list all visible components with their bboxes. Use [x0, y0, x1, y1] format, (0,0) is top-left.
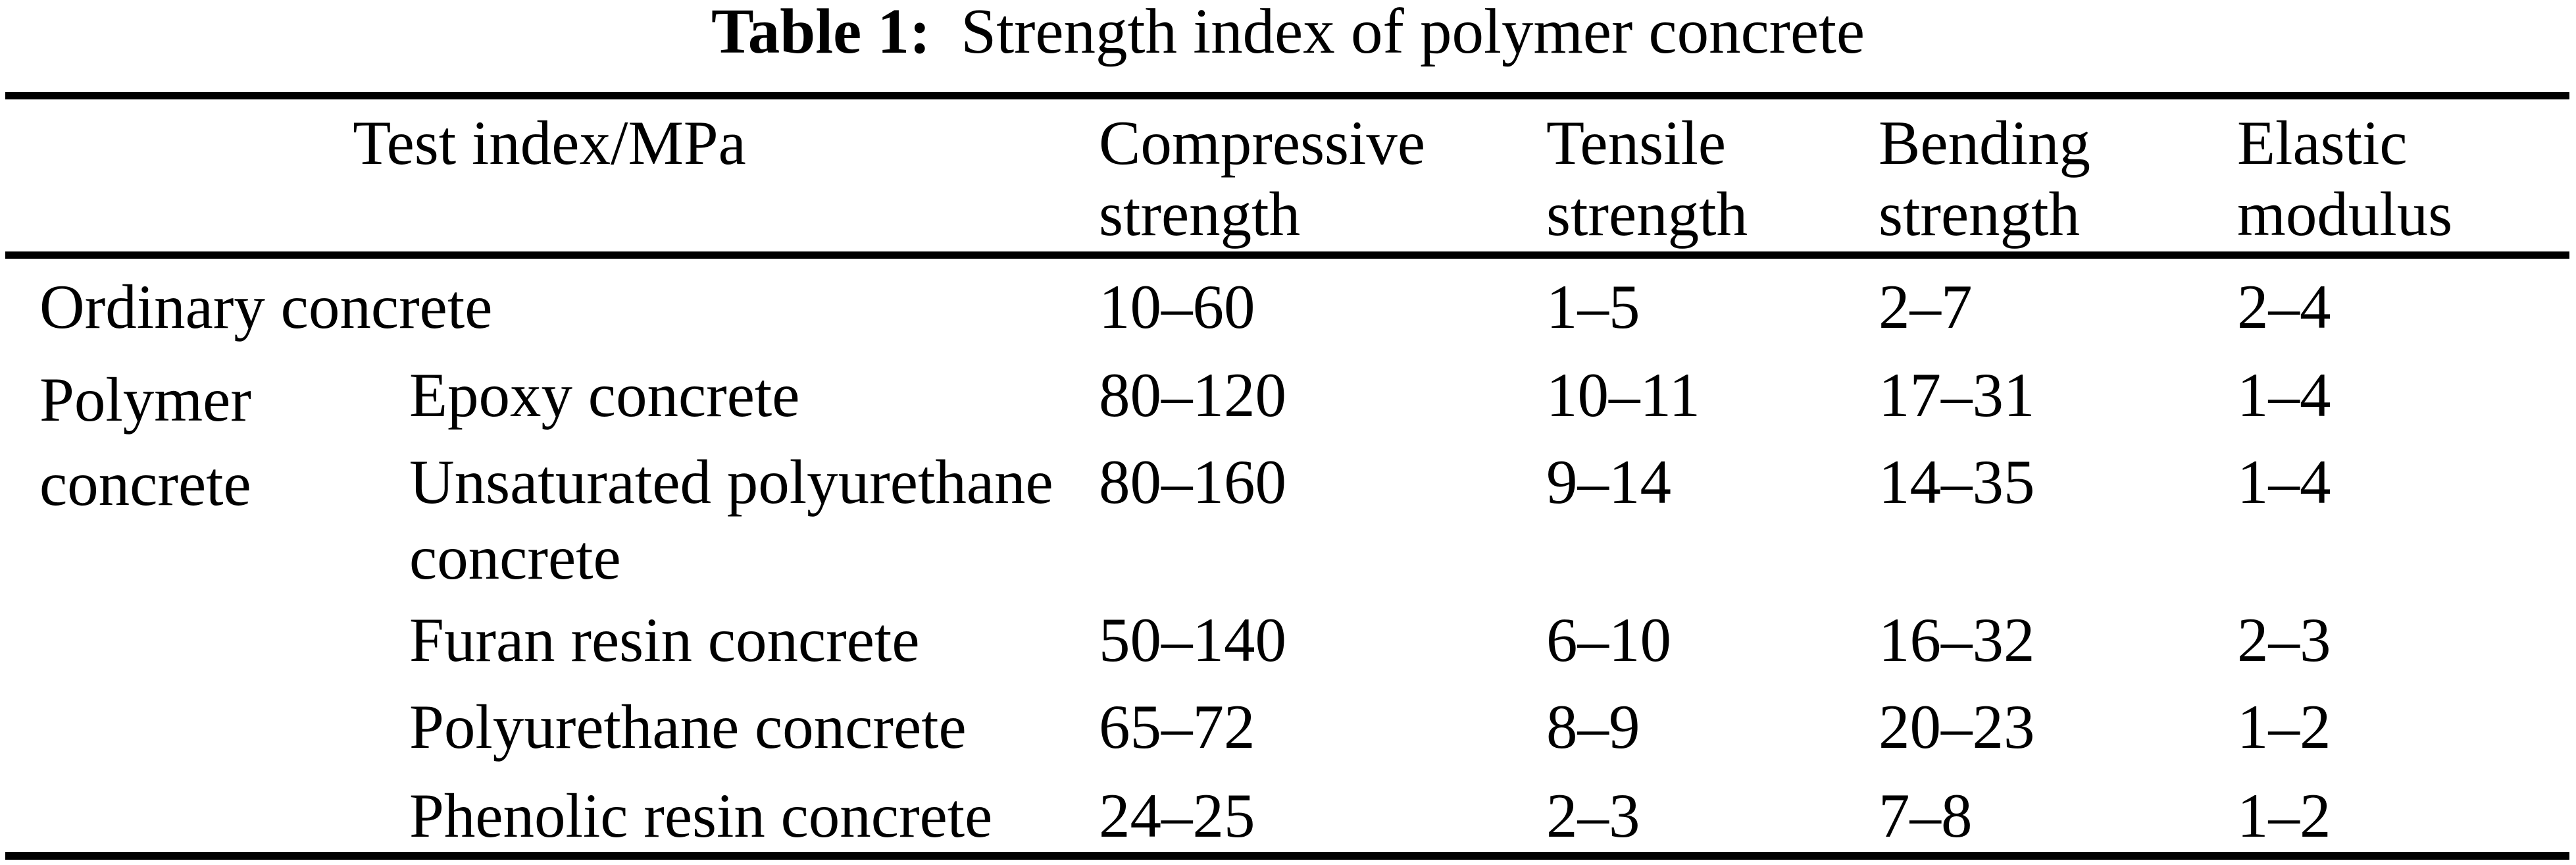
cell-furan-bending: 16–32	[1879, 605, 2035, 675]
cell-polyurethane-bending: 20–23	[1879, 692, 2035, 762]
cell-phenolic-bending: 7–8	[1879, 781, 1973, 851]
strength-table-body: Ordinary concrete 10–60 1–5 2–7 2–4 Poly…	[0, 259, 2576, 854]
table-row: Ordinary concrete 10–60 1–5 2–7 2–4	[0, 259, 2576, 351]
cell-polyurethane-tensile: 8–9	[1546, 692, 1640, 762]
group-label-polymer-concrete: Polymer concrete	[39, 365, 251, 519]
cell-epoxy-compressive: 80–120	[1099, 360, 1287, 430]
cell-unsaturated-elastic: 1–4	[2237, 447, 2331, 517]
header-rule	[5, 251, 2569, 259]
row-label-polyurethane-concrete: Polyurethane concrete	[409, 692, 967, 762]
table-caption-number: Table 1:	[711, 0, 931, 66]
cell-ordinary-compressive: 10–60	[1099, 272, 1255, 342]
cell-ordinary-elastic: 2–4	[2237, 272, 2331, 342]
cell-unsaturated-tensile: 9–14	[1546, 447, 1672, 517]
row-label-epoxy-concrete: Epoxy concrete	[409, 360, 800, 430]
table-row: Polyurethane concrete 65–72 8–9 20–23 1–…	[0, 683, 2576, 772]
cell-furan-tensile: 6–10	[1546, 605, 1672, 675]
header-cell-compressive-strength: Compressive strength	[1099, 108, 1426, 249]
cell-unsaturated-bending: 14–35	[1879, 447, 2035, 517]
cell-phenolic-tensile: 2–3	[1546, 781, 1640, 851]
cell-ordinary-tensile: 1–5	[1546, 272, 1640, 342]
cell-phenolic-elastic: 1–2	[2237, 781, 2331, 851]
header-cell-elastic-modulus: Elastic modulus	[2237, 108, 2453, 249]
header-cell-tensile-strength: Tensile strength	[1546, 108, 1748, 249]
cell-ordinary-bending: 2–7	[1879, 272, 1973, 342]
table-row: Phenolic resin concrete 24–25 2–3 7–8 1–…	[0, 772, 2576, 854]
header-cell-bending-strength: Bending strength	[1879, 108, 2090, 249]
header-cell-test-index: Test index/MPa	[353, 108, 746, 178]
cell-epoxy-bending: 17–31	[1879, 360, 2035, 430]
cell-furan-elastic: 2–3	[2237, 605, 2331, 675]
table-row: Furan resin concrete 50–140 6–10 16–32 2…	[0, 596, 2576, 683]
row-label-unsaturated-polyurethane-concrete: Unsaturated polyurethane concrete	[409, 447, 1053, 592]
row-label-phenolic-resin-concrete: Phenolic resin concrete	[409, 781, 993, 851]
cell-epoxy-tensile: 10–11	[1546, 360, 1700, 430]
table-row: Polymer concrete Epoxy concrete 80–120 1…	[0, 351, 2576, 519]
strength-table-header: Test index/MPa Compressive strength Tens…	[0, 99, 2576, 251]
cell-unsaturated-compressive: 80–160	[1099, 447, 1287, 517]
cell-polyurethane-elastic: 1–2	[2237, 692, 2331, 762]
table-caption-text: Strength index of polymer concrete	[961, 0, 1865, 66]
bottom-rule	[5, 852, 2569, 860]
cell-polyurethane-compressive: 65–72	[1099, 692, 1255, 762]
table-caption: Table 1: Strength index of polymer concre…	[0, 0, 2576, 63]
cell-epoxy-elastic: 1–4	[2237, 360, 2331, 430]
cell-phenolic-compressive: 24–25	[1099, 781, 1255, 851]
row-label-ordinary-concrete: Ordinary concrete	[39, 272, 493, 342]
cell-furan-compressive: 50–140	[1099, 605, 1287, 675]
table-row: Unsaturated polyurethane concrete 80–160…	[0, 438, 2576, 596]
row-label-furan-resin-concrete: Furan resin concrete	[409, 605, 920, 675]
top-rule	[5, 92, 2569, 99]
